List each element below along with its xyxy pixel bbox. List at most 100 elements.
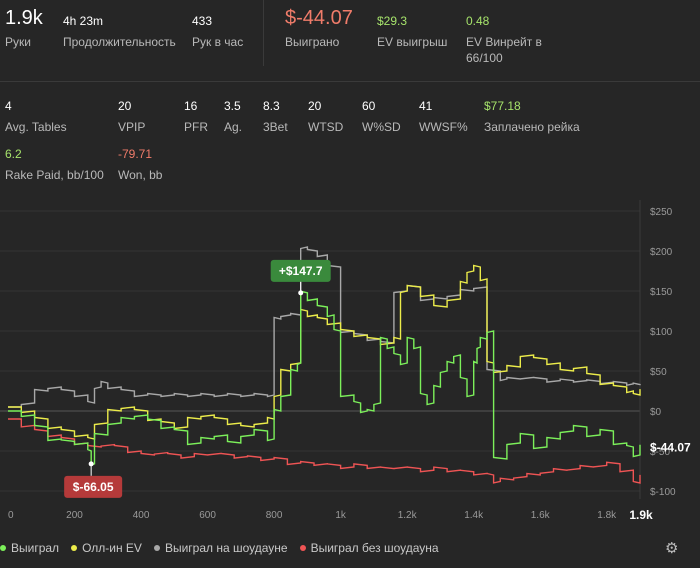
legend-label: Выиграл без шоудауна [310,541,439,555]
legend-dot [0,545,6,551]
y-tick-label: $-50 [650,447,670,458]
gear-icon[interactable]: ⚙ [665,540,679,557]
stat-value: 41 [419,99,433,113]
series-line-1 [8,264,641,440]
stat-value: 20 [308,99,322,113]
stat-aggression: 3.5 Ag. [224,99,242,135]
stat-value: 16 [184,99,198,113]
stat-value: $29.3 [377,14,408,28]
y-tick-label: $100 [650,327,673,338]
y-tick-label: $-100 [650,487,676,498]
y-tick-label: $250 [650,207,673,218]
summary-divider [263,0,264,66]
stat-label: Продолжительность [63,35,176,49]
x-tick-label: 1.8k [597,510,617,521]
chart-grid [0,200,641,499]
x-tick-label: 600 [199,510,216,521]
legend-dot [71,545,78,551]
stat-value: 1.9k [5,7,43,29]
stat-rake-bb100: 6.2 Rake Paid, bb/100 [5,147,104,183]
stat-label: Avg. Tables [5,120,67,134]
winnings-chart[interactable]: $-100 $-50 $0 $50 $100 $150 $200 $250 0 200 400 600… [0,196,700,526]
legend-item-non-showdown[interactable]: Выиграл без шоудауна [299,541,439,555]
stat-value: 433 [192,14,213,28]
stat-value: 0.48 [466,14,490,28]
legend-label: Олл-ин EV [82,541,142,555]
stat-hands-per-hour: 433 Рук в час [192,14,243,50]
stat-pfr: 16 PFR [184,99,208,135]
stat-avg-tables: 4 Avg. Tables [5,99,67,135]
x-tick-label: 200 [66,510,83,521]
section-divider [0,81,700,82]
min-badge [64,475,123,498]
stat-label: Выиграно [285,35,340,49]
chart-legend: Выиграл Олл-ин EV Выиграл на шоудауне Вы… [0,541,447,555]
stat-label: Ag. [224,120,243,134]
stat-value: 6.2 [5,147,22,161]
stat-label: Заплачено рейка [484,120,580,134]
y-tick-label: $200 [650,247,673,258]
x-tick-label: 800 [266,510,283,521]
stat-value: 8.3 [263,99,280,113]
y-tick-label: $50 [650,367,667,378]
x-tick-label: 1.4k [464,510,484,521]
stat-value: 3.5 [224,99,241,113]
stat-value: 4 [5,99,12,113]
stat-value: -79.71 [118,147,153,161]
stat-wwsf: 41 WWSF% [419,99,468,135]
legend-dot [153,545,160,551]
legend-label: Выиграл [11,541,60,555]
legend-item-won[interactable]: Выиграл [0,541,59,555]
stat-label: VPIP [118,120,146,134]
legend-item-showdown[interactable]: Выиграл на шоудауне [153,541,288,555]
stat-label: WWSF% [419,120,468,134]
stat-label: 3Bet [263,120,288,134]
stat-label: EV Винрейт в 66/100 [466,35,542,65]
x-end-label: 1.9k [629,508,653,522]
stat-duration: 4h 23m Продолжительность [63,14,176,50]
max-label: +$147.7 [279,264,323,278]
min-label: $-66.05 [73,480,114,494]
stat-won-bb: -79.71 Won, bb [118,147,162,183]
stat-label: Руки [5,35,31,49]
max-badge [270,259,331,282]
legend-dot [299,545,306,551]
stat-value: $-44.07 [285,7,353,29]
stat-label: Рук в час [192,35,244,49]
stat-value: 20 [118,99,132,113]
stat-value: 4h 23m [63,14,104,28]
series-line-2 [8,246,641,408]
stat-label: EV выигрыш [377,35,448,49]
y-tick-label: $150 [650,287,673,298]
chart-annotations: +$147.7 $-66.05 [64,259,331,498]
stat-rake-paid: $77.18 Заплачено рейка [484,99,580,135]
chart-ticks: $-100 $-50 $0 $50 $100 $150 $200 $250 0 200 400 600… [8,207,691,522]
series-line-3 [8,418,641,484]
stat-label: W%SD [362,120,401,134]
x-tick-label: 1.2k [398,510,418,521]
min-point [88,461,94,467]
stat-wsd: 60 W%SD [362,99,401,135]
legend-item-allin-ev[interactable]: Олл-ин EV [71,541,142,555]
x-tick-label: 0 [8,510,14,521]
stat-label: Rake Paid, bb/100 [5,168,104,182]
max-point [298,290,304,296]
x-tick-label: 400 [133,510,150,521]
stat-won: $-44.07 Выиграно [285,7,353,50]
x-tick-label: 1k [335,510,347,521]
stat-value: 60 [362,99,376,113]
stat-hands: 1.9k Руки [5,7,43,50]
stat-label: PFR [184,120,208,134]
stat-label: WTSD [308,120,344,134]
end-value-label: $-44.07 [650,440,691,454]
stat-ev-winrate: 0.48 EV Винрейт в 66/100 [466,14,542,66]
stat-3bet: 8.3 3Bet [263,99,288,135]
y-tick-label: $0 [650,407,662,418]
stat-label: Won, bb [118,168,163,182]
stat-ev-won: $29.3 EV выигрыш [377,14,447,50]
stat-value: $77.18 [484,99,521,113]
x-tick-label: 1.6k [531,510,551,521]
stat-wtsd: 20 WTSD [308,99,343,135]
legend-label: Выиграл на шоудауне [164,541,288,555]
chart-series [8,246,641,484]
